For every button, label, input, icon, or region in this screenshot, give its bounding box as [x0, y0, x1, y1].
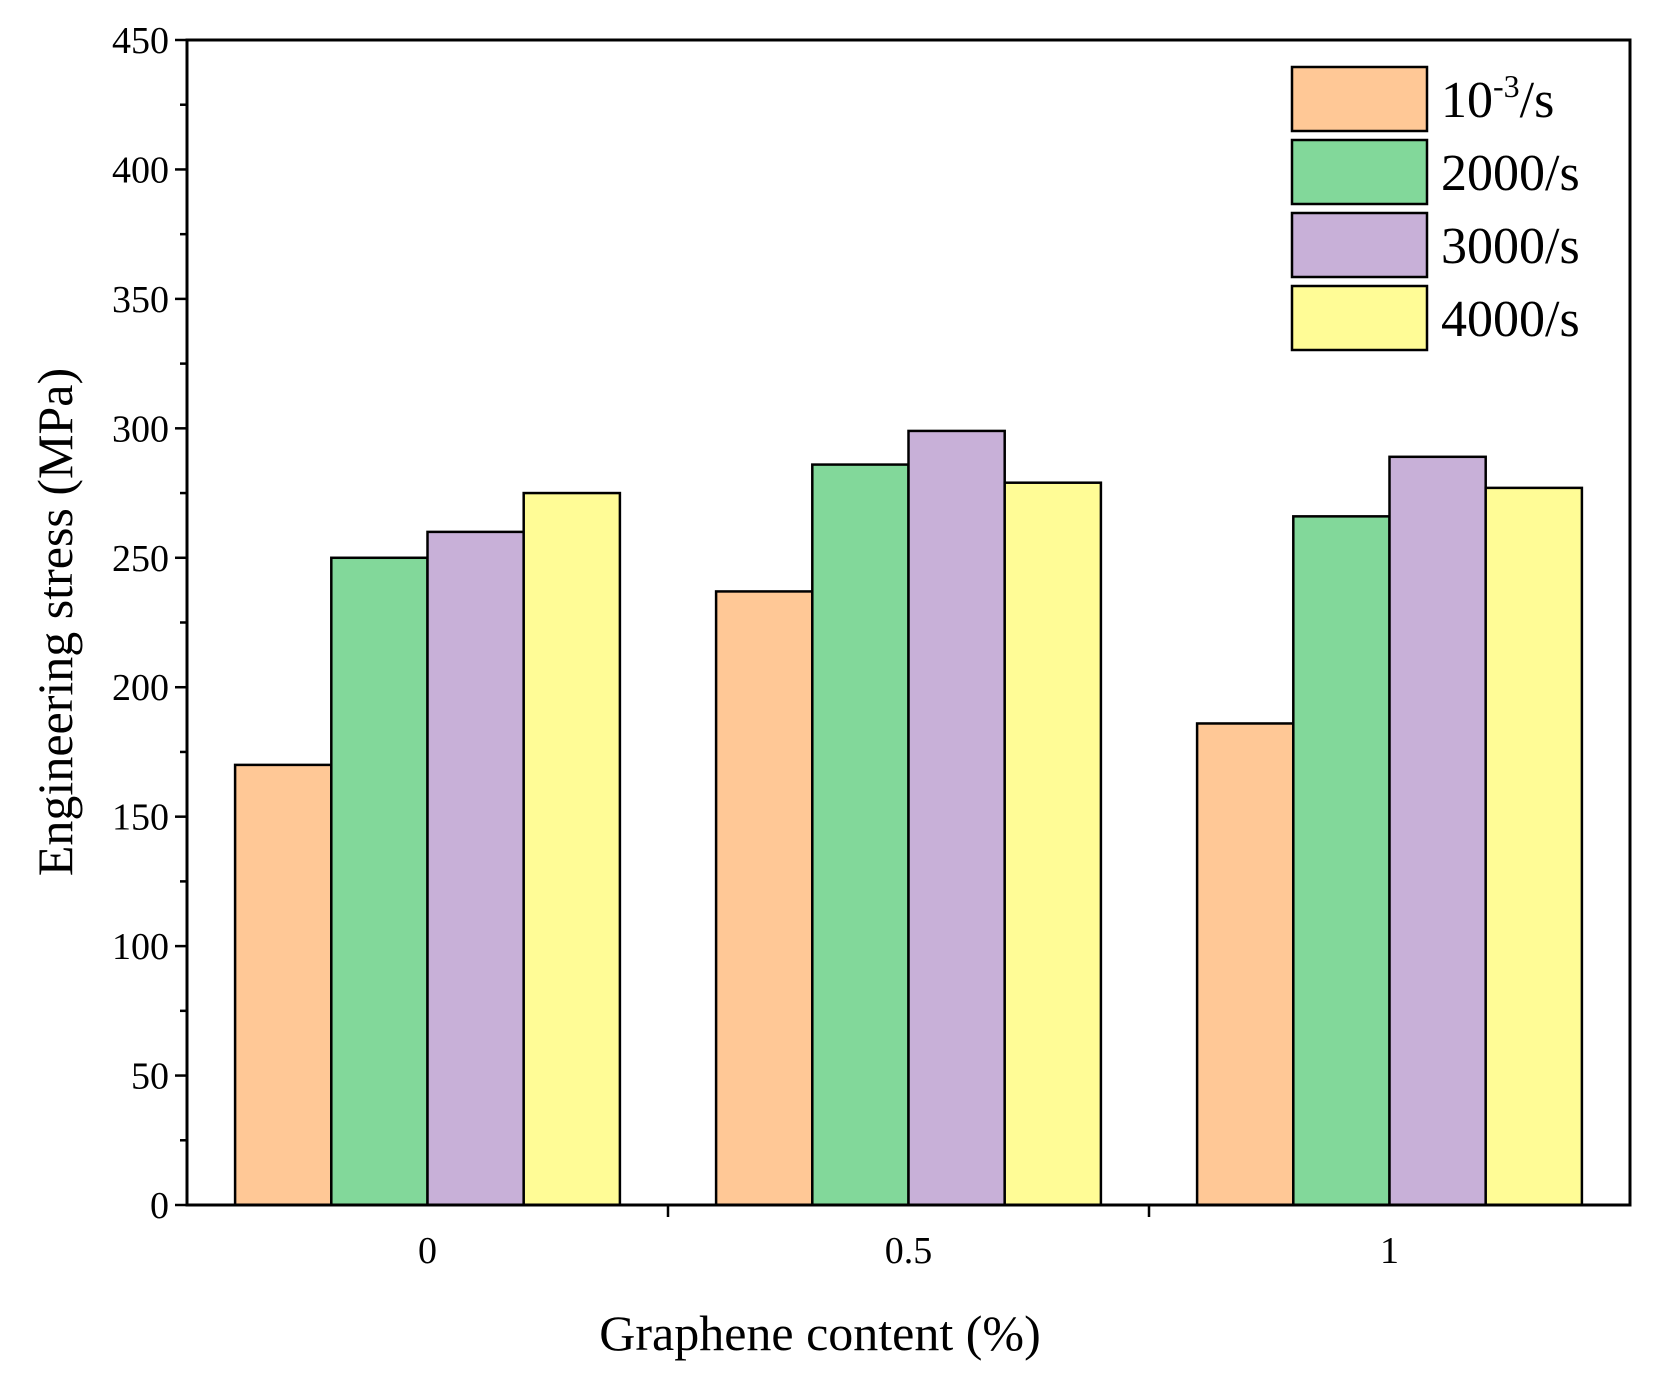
- legend-label-4: 4000/s: [1441, 291, 1580, 348]
- y-tick-label: 300: [112, 408, 169, 450]
- bar-4-cat-3: [1484, 486, 1584, 1207]
- x-tick-label: 0: [418, 1230, 437, 1272]
- bar-3-cat-2: [907, 429, 1006, 1207]
- bars-layer: [233, 429, 1584, 1207]
- legend-label-1: 10-3/s: [1441, 68, 1554, 129]
- legend-label-3: 3000/s: [1441, 218, 1580, 275]
- bar-4-cat-2: [1003, 481, 1103, 1207]
- bar-1-cat-1: [233, 763, 333, 1207]
- bar-2-cat-1: [330, 556, 429, 1207]
- legend-label-base: 10: [1441, 72, 1493, 129]
- bar-3-cat-3: [1388, 455, 1487, 1207]
- legend-swatch-2: [1290, 138, 1429, 206]
- bar-2-cat-3: [1292, 515, 1391, 1207]
- legend-swatch-4: [1290, 284, 1429, 352]
- x-axis-title: Graphene content (%): [599, 1305, 1040, 1361]
- bar-3-cat-1: [426, 530, 525, 1207]
- legend-label-superscript: -3: [1493, 68, 1520, 104]
- x-tick-label: 1: [1380, 1230, 1399, 1272]
- y-tick-label: 100: [112, 926, 169, 968]
- y-tick-label: 350: [112, 279, 169, 321]
- y-tick-label: 200: [112, 667, 169, 709]
- legend-swatch-1: [1290, 65, 1429, 133]
- legend: 10-3/s 2000/s 3000/s 4000/s: [1290, 65, 1580, 352]
- y-axis-title: Engineering stress (MPa): [27, 368, 83, 876]
- y-tick-label: 0: [150, 1185, 169, 1227]
- legend-label-suffix: /s: [1520, 72, 1555, 129]
- y-tick-label: 450: [112, 20, 169, 62]
- legend-swatch-3: [1290, 211, 1429, 279]
- y-axis: 0 50 100 150 200 250 300 350 400 450: [112, 20, 187, 1227]
- bar-2-cat-2: [811, 463, 910, 1207]
- y-tick-label: 50: [131, 1056, 169, 1098]
- bar-1-cat-3: [1195, 722, 1295, 1207]
- legend-label-2: 2000/s: [1441, 145, 1580, 202]
- x-axis: 0 0.5 1: [418, 1205, 1399, 1272]
- x-tick-label: 0.5: [885, 1230, 933, 1272]
- y-tick-label: 400: [112, 149, 169, 191]
- y-tick-label: 150: [112, 797, 169, 839]
- bar-1-cat-2: [714, 590, 814, 1207]
- bar-4-cat-1: [522, 491, 622, 1207]
- y-tick-label: 250: [112, 538, 169, 580]
